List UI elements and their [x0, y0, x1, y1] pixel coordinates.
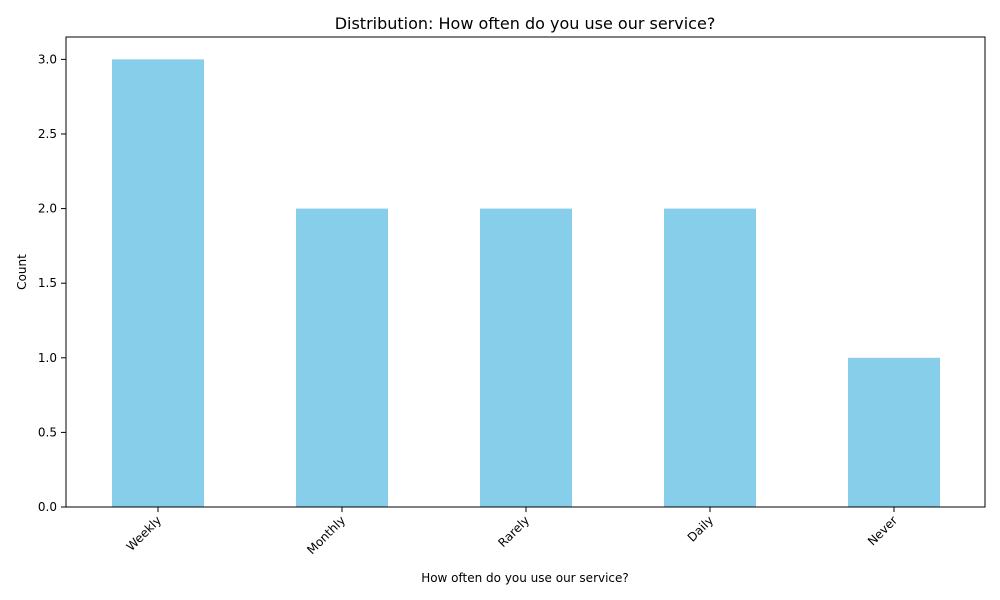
x-tick-label: Rarely — [495, 513, 532, 550]
x-tick-label: Daily — [685, 513, 716, 544]
x-axis-label: How often do you use our service? — [421, 571, 629, 585]
x-tick-label: Never — [865, 513, 900, 548]
y-axis-label: Count — [15, 254, 29, 290]
bar-monthly — [296, 208, 388, 508]
y-tick-label: 2.0 — [38, 202, 57, 216]
y-tick-label: 1.0 — [38, 351, 57, 365]
y-tick-label: 1.5 — [38, 276, 57, 290]
y-axis-ticks: 0.0 0.5 1.0 1.5 2.0 2.5 3.0 — [38, 52, 66, 514]
bar-never — [848, 357, 940, 507]
y-tick-label: 3.0 — [38, 52, 57, 66]
y-tick-label: 2.5 — [38, 127, 57, 141]
plot-frame — [65, 36, 986, 508]
x-axis-ticks: Weekly Monthly Rarely Daily Never — [124, 507, 900, 557]
x-tick-label: Monthly — [304, 513, 348, 557]
bar-daily — [664, 208, 756, 508]
y-tick-label: 0.5 — [38, 425, 57, 439]
chart-title: Distribution: How often do you use our s… — [335, 14, 716, 33]
bar-rarely — [480, 208, 572, 508]
y-tick-label: 0.0 — [38, 500, 57, 514]
bars-group — [112, 59, 940, 508]
bar-weekly — [112, 59, 204, 507]
x-tick-label: Weekly — [124, 513, 165, 554]
